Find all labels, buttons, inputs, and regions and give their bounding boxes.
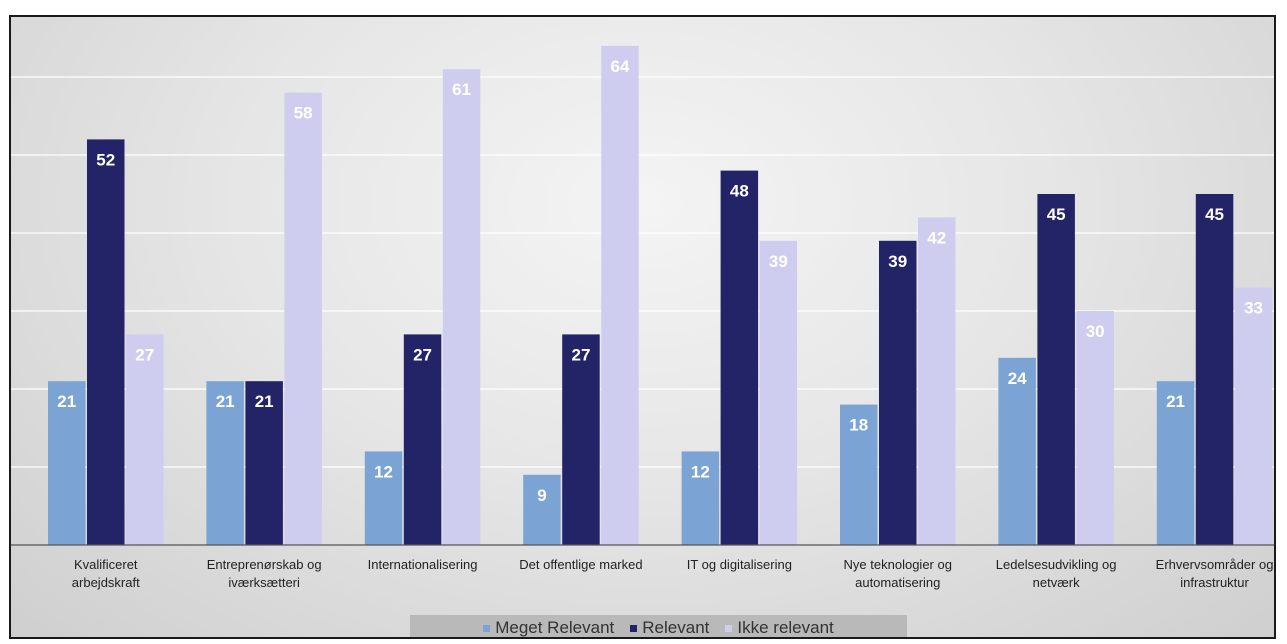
- legend-item: Relevant: [630, 618, 710, 637]
- bar-value-label: 21: [1166, 392, 1185, 411]
- bar: [1195, 194, 1234, 545]
- bar: [364, 451, 403, 545]
- legend: Meget Relevant Relevant Ikke relevant: [410, 615, 907, 637]
- bar-value-label: 27: [135, 345, 154, 364]
- bar: [998, 357, 1036, 545]
- bar-value-labels: 21 52 27 21 21 58 12 27 61 9 27 64 12 48 39 18 39 42 24 45 3…: [57, 57, 1263, 505]
- bar: [442, 69, 481, 545]
- bar-value-label: 21: [216, 392, 235, 411]
- bar: [1076, 311, 1114, 545]
- chart-frame: 21 52 27 21 21 58 12 27 61 9 27 64 12 48 39 18 39 42 24 45 3…: [9, 15, 1276, 639]
- bar-value-label: 58: [294, 104, 313, 123]
- bar: [1037, 194, 1075, 545]
- bar-value-label: 24: [1008, 369, 1027, 388]
- bar: [206, 381, 244, 545]
- bar-chart: 21 52 27 21 21 58 12 27 61 9 27 64 12 48 39 18 39 42 24 45 3…: [11, 45, 1274, 590]
- bar: [245, 381, 283, 545]
- bar-value-label: 42: [927, 228, 946, 247]
- bar-value-label: 30: [1086, 322, 1105, 341]
- bar: [403, 334, 442, 545]
- bar: [879, 240, 917, 546]
- legend-item: Meget Relevant: [483, 618, 615, 637]
- category-label: Kvalificeret arbejdskraft: [72, 557, 140, 590]
- legend-label: Meget Relevant: [495, 618, 615, 637]
- legend-item: Ikke relevant: [725, 618, 834, 637]
- category-label: Ledelsesudvikling og netværk: [996, 557, 1117, 590]
- bar: [1156, 381, 1195, 545]
- bar-value-label: 12: [374, 462, 393, 481]
- bar-value-label: 21: [57, 392, 76, 411]
- bar-value-label: 9: [537, 486, 546, 505]
- bar-value-label: 27: [571, 345, 590, 364]
- bar: [1234, 287, 1273, 545]
- bar-value-label: 61: [452, 80, 471, 99]
- bar: [759, 240, 798, 546]
- bar-value-label: 39: [769, 252, 788, 271]
- bar-value-label: 27: [413, 345, 432, 364]
- bar: [720, 170, 759, 545]
- legend-label: Relevant: [642, 618, 710, 637]
- bar-value-label: 18: [849, 416, 868, 435]
- legend-swatch: [725, 624, 733, 632]
- legend-swatch: [483, 624, 491, 632]
- bar: [681, 451, 720, 545]
- bar-value-label: 12: [691, 462, 710, 481]
- category-label: Internationalisering: [368, 557, 478, 572]
- bar: [562, 334, 600, 545]
- bar: [48, 381, 86, 545]
- bar: [523, 474, 561, 545]
- bar-value-label: 33: [1244, 299, 1263, 318]
- bar-value-label: 64: [610, 57, 629, 76]
- bar: [601, 45, 639, 546]
- legend-swatch: [630, 624, 638, 632]
- bar-value-label: 45: [1205, 205, 1224, 224]
- bar: [840, 404, 878, 545]
- bar: [284, 92, 322, 545]
- category-label: Entreprenørskab og iværksætteri: [207, 557, 322, 590]
- category-label: IT og digitalisering: [687, 557, 792, 572]
- bar: [126, 334, 164, 545]
- bar-value-label: 21: [255, 392, 274, 411]
- category-labels: Kvalificeret arbejdskraft Entreprenørskab …: [72, 557, 1274, 590]
- bar-value-label: 39: [888, 252, 907, 271]
- bar-value-label: 48: [730, 182, 749, 201]
- bar-value-label: 45: [1047, 205, 1066, 224]
- category-label: Det offentlige marked: [519, 557, 642, 572]
- bar: [918, 217, 956, 545]
- bar-value-label: 52: [96, 150, 115, 169]
- category-label: Nye teknologier og automatisering: [844, 557, 952, 590]
- legend-label: Ikke relevant: [737, 618, 834, 637]
- bar: [87, 139, 125, 545]
- bars: [48, 45, 1273, 546]
- category-label: Erhvervsområder og infrastruktur: [1156, 557, 1274, 590]
